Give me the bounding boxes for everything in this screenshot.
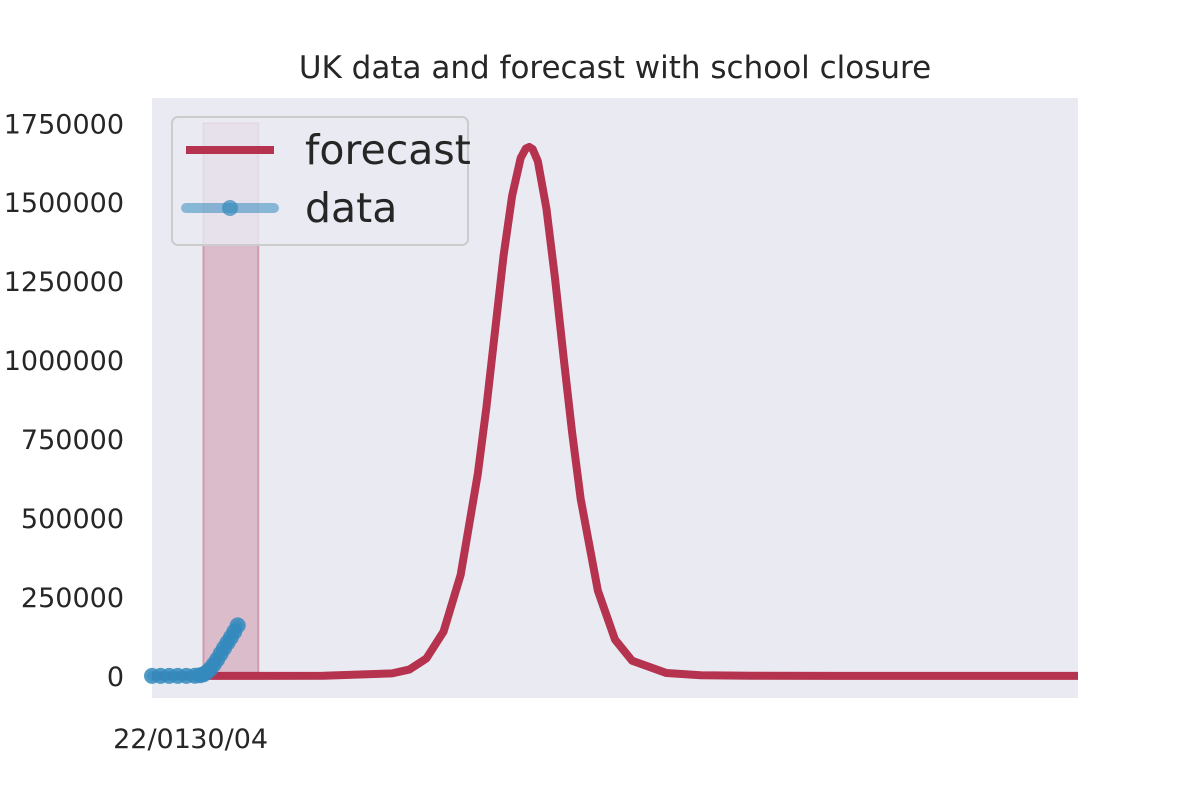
y-axis-ticks: 0 250000 500000 750000 1000000 1250000 1500000… bbox=[4, 109, 124, 693]
y-tick-label: 1250000 bbox=[4, 267, 124, 298]
y-tick-label: 750000 bbox=[21, 425, 124, 456]
series-layer bbox=[144, 142, 1078, 684]
legend-data-label: data bbox=[305, 184, 397, 232]
legend: forecast data bbox=[171, 116, 471, 246]
y-tick-label: 0 bbox=[107, 662, 124, 693]
y-tick-label: 1750000 bbox=[4, 109, 124, 140]
y-tick-label: 1500000 bbox=[4, 188, 124, 219]
data-point bbox=[229, 617, 246, 634]
legend-data-marker bbox=[222, 200, 238, 216]
y-tick-label: 500000 bbox=[21, 504, 124, 535]
forecast-line bbox=[152, 142, 1078, 680]
y-tick-label: 250000 bbox=[21, 583, 124, 614]
legend-forecast-label: forecast bbox=[305, 126, 471, 174]
x-tick-label: 30/04 bbox=[190, 724, 268, 755]
y-tick-label: 1000000 bbox=[4, 346, 124, 377]
x-tick-label: 22/01 bbox=[113, 724, 191, 755]
chart-title: UK data and forecast with school closure bbox=[299, 50, 931, 86]
x-axis-ticks: 22/01 30/04 bbox=[113, 724, 268, 755]
